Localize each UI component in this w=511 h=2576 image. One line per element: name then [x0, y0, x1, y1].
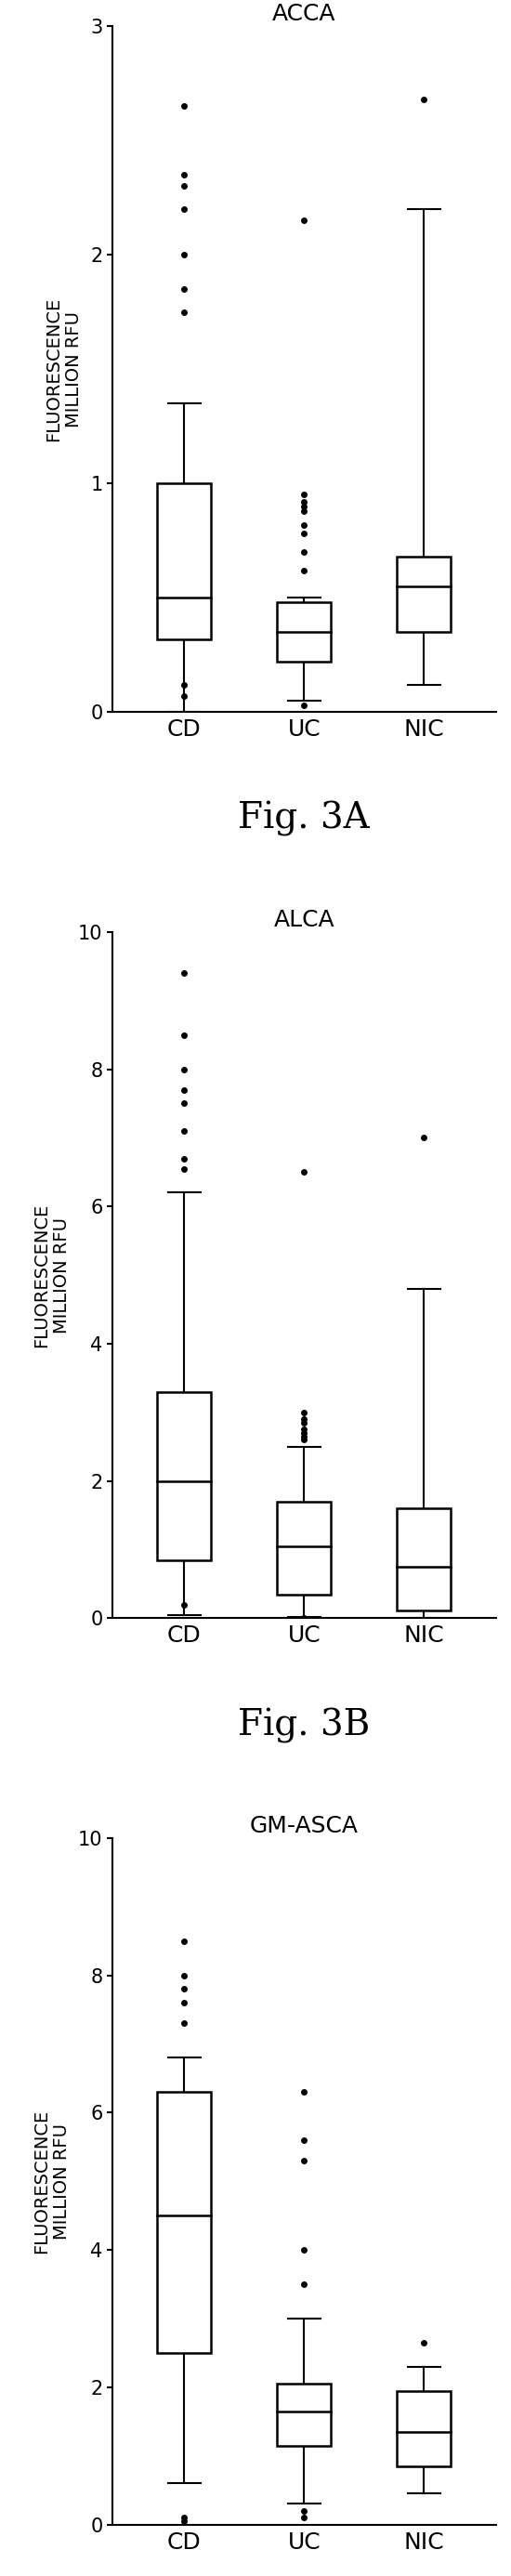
Bar [397, 2391, 451, 2465]
Bar [157, 2092, 211, 2352]
Bar [277, 603, 331, 662]
Bar [397, 556, 451, 631]
Bar [157, 1391, 211, 1561]
Title: ACCA: ACCA [272, 3, 336, 26]
Y-axis label: FLUORESCENCE
MILLION RFU: FLUORESCENCE MILLION RFU [44, 296, 83, 440]
Bar [277, 2383, 331, 2445]
Bar [157, 484, 211, 639]
Title: GM-ASCA: GM-ASCA [250, 1816, 358, 1837]
Y-axis label: FLUORESCENCE
MILLION RFU: FLUORESCENCE MILLION RFU [32, 1203, 71, 1347]
Text: Fig. 3A: Fig. 3A [238, 801, 370, 837]
Bar [277, 1502, 331, 1595]
Text: Fig. 3B: Fig. 3B [238, 1708, 370, 1744]
Y-axis label: FLUORESCENCE
MILLION RFU: FLUORESCENCE MILLION RFU [32, 2110, 71, 2254]
Bar [397, 1510, 451, 1610]
Title: ALCA: ALCA [273, 909, 335, 933]
